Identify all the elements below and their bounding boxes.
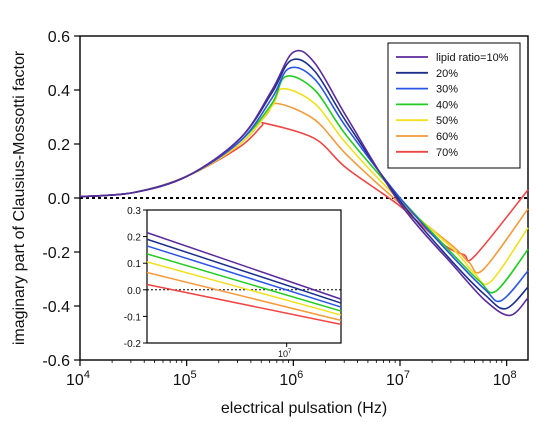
y-tick-label: -0.4: [42, 299, 70, 316]
series-line: [79, 49, 529, 317]
y-axis-label: imaginary part of Clausius-Mossotti fact…: [11, 50, 28, 345]
inset-series-line: [146, 283, 342, 326]
inset-series-line: [146, 245, 342, 308]
main-plot: -0.6 -0.4 -0.2 0.0 0.2 0.4 0.6 104 105 106 107 108: [42, 29, 529, 389]
inset-series-line: [146, 253, 342, 312]
x-tick-label: 108: [493, 369, 517, 389]
inset-series-line: [146, 238, 342, 304]
x-tick-label: 106: [279, 369, 303, 389]
legend-label: lipid ratio=10%: [436, 52, 509, 64]
x-axis-label: electrical pulsation (Hz): [221, 400, 387, 417]
inset-x-tick-label: 107: [278, 349, 292, 359]
legend: lipid ratio=10% 20% 30% 40% 50% 60% 70%: [387, 42, 521, 169]
legend-label: 40%: [436, 99, 458, 111]
x-tick-label: 105: [173, 369, 197, 389]
inset-y-tick-label: -0.1: [124, 312, 142, 323]
legend-label: 70%: [436, 147, 458, 159]
x-tick-label: 104: [66, 369, 90, 389]
inset-y-tick-label: 0.0: [127, 286, 141, 297]
y-tick-label: 0.6: [48, 29, 70, 46]
y-tick-label: 0.4: [48, 83, 70, 100]
y-tick-label: -0.2: [42, 245, 70, 262]
inset-y-tick-label: 0.3: [127, 206, 141, 217]
y-tick-label: -0.6: [42, 353, 70, 370]
inset-plot: 0.3 0.2 0.1 0.0 -0.1 -0.2 107: [124, 206, 342, 359]
legend-label: 20%: [436, 68, 458, 80]
inset-series-line: [146, 271, 342, 322]
legend-label: 30%: [436, 84, 458, 96]
legend-label: 60%: [436, 131, 458, 143]
x-tick-label: 107: [386, 369, 410, 389]
inset-y-tick-label: -0.2: [124, 339, 142, 350]
y-tick-label: 0.0: [48, 191, 70, 208]
inset-y-tick-label: 0.1: [127, 259, 141, 270]
y-tick-label: 0.2: [48, 137, 70, 154]
inset-series-line: [146, 261, 342, 316]
legend-box: [387, 42, 521, 169]
inset-y-tick-label: 0.2: [127, 233, 141, 244]
inset-series-line: [146, 231, 342, 300]
legend-label: 50%: [436, 115, 458, 127]
